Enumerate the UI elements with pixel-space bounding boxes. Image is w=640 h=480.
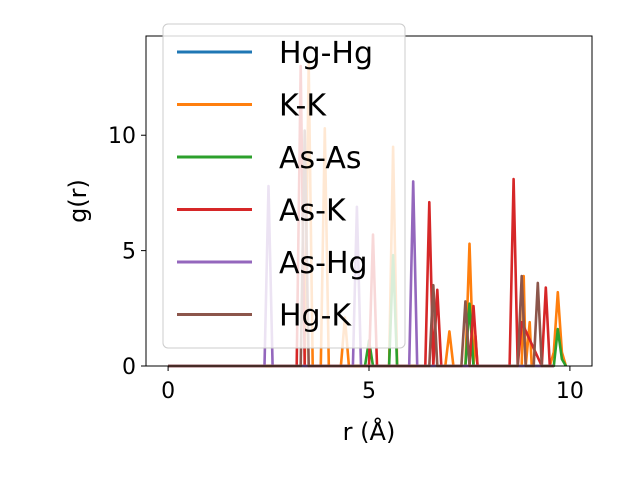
y-tick-label: 5 xyxy=(122,240,136,265)
legend: Hg-Hg K-K As-As As-K As-Hg Hg-K xyxy=(162,23,406,349)
legend-label: Hg-K xyxy=(279,299,352,334)
y-tick-label: 10 xyxy=(108,124,136,149)
legend-label: K-K xyxy=(279,89,327,124)
y-axis-label: g(r) xyxy=(64,179,92,223)
legend-label: Hg-Hg xyxy=(279,36,373,71)
ticks-layer: 0 5 10 0 5 10 xyxy=(108,124,584,404)
x-tick-label: 0 xyxy=(161,379,175,404)
x-tick-label: 10 xyxy=(556,379,584,404)
y-tick-label: 0 xyxy=(122,355,136,380)
legend-label: As-As xyxy=(279,141,361,176)
legend-label: As-Hg xyxy=(279,246,368,281)
x-axis-label: r (Å) xyxy=(343,417,396,446)
legend-label: As-K xyxy=(279,194,347,229)
x-tick-label: 5 xyxy=(362,379,376,404)
